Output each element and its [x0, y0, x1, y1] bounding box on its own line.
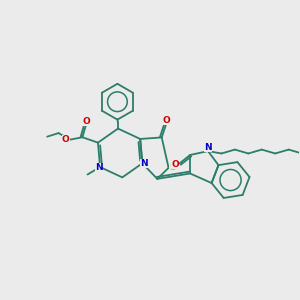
Text: O: O — [62, 135, 70, 144]
Text: O: O — [171, 160, 179, 169]
Text: S: S — [169, 163, 175, 172]
Text: N: N — [95, 163, 102, 172]
Text: N: N — [204, 143, 212, 152]
Text: O: O — [82, 117, 90, 126]
Text: O: O — [162, 116, 170, 125]
Text: N: N — [140, 159, 148, 168]
